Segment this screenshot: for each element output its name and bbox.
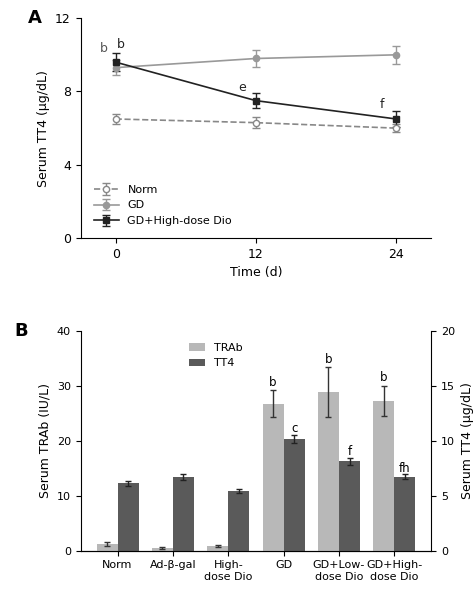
Text: b: b xyxy=(325,353,332,366)
Bar xyxy=(318,392,339,551)
Text: b: b xyxy=(100,42,108,55)
Bar xyxy=(394,477,415,551)
Legend: Norm, GD, GD+High-dose Dio: Norm, GD, GD+High-dose Dio xyxy=(90,180,237,231)
Y-axis label: Serum TT4 (μg/dL): Serum TT4 (μg/dL) xyxy=(461,382,474,499)
Bar xyxy=(173,477,194,551)
Text: c: c xyxy=(291,422,297,436)
Bar xyxy=(97,544,118,551)
Bar xyxy=(118,483,138,551)
Text: A: A xyxy=(28,9,42,27)
Bar xyxy=(207,546,228,551)
Y-axis label: Serum TT4 (μg/dL): Serum TT4 (μg/dL) xyxy=(36,70,50,186)
Text: f: f xyxy=(380,98,384,111)
Text: B: B xyxy=(14,322,27,340)
Bar xyxy=(228,491,249,551)
X-axis label: Time (d): Time (d) xyxy=(230,266,282,280)
Bar xyxy=(339,462,360,551)
Bar xyxy=(152,548,173,551)
Text: b: b xyxy=(269,376,277,388)
Text: b: b xyxy=(117,38,124,51)
Text: b: b xyxy=(380,371,388,384)
Text: f: f xyxy=(347,445,352,458)
Bar xyxy=(374,401,394,551)
Bar xyxy=(283,439,305,551)
Text: e: e xyxy=(238,80,246,94)
Y-axis label: Serum TRAb (IU/L): Serum TRAb (IU/L) xyxy=(38,383,51,498)
Bar xyxy=(263,404,283,551)
Legend: TRAb, TT4: TRAb, TT4 xyxy=(184,338,247,373)
Text: fh: fh xyxy=(399,462,410,475)
